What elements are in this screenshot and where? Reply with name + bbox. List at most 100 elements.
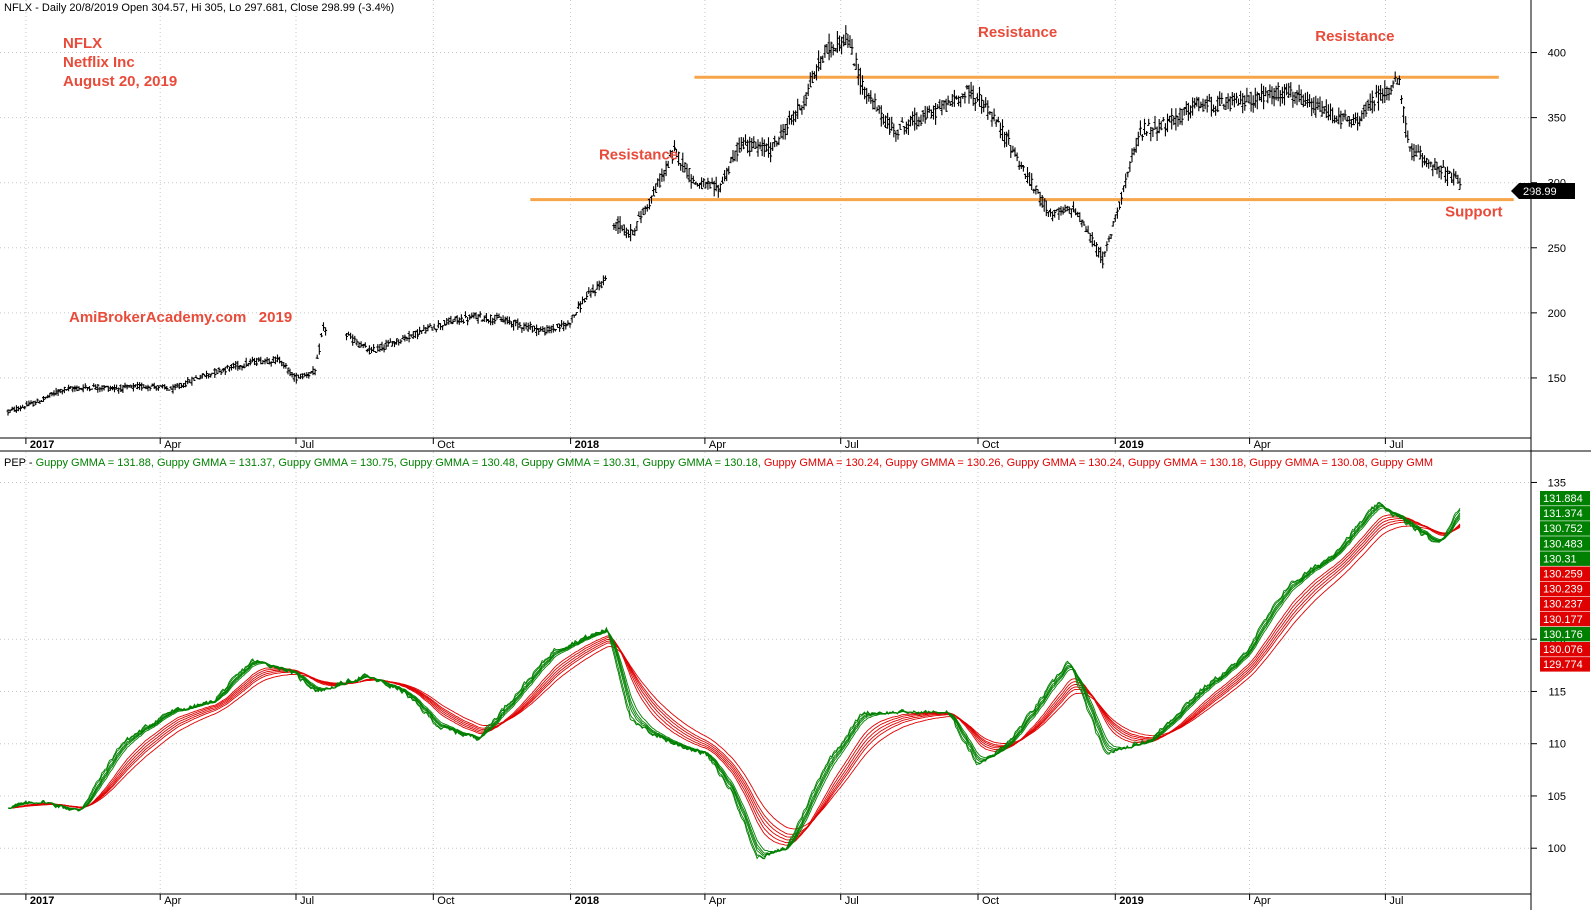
- gmma-value-badge: [1540, 642, 1590, 657]
- top-y-tick-label: 400: [1548, 48, 1566, 60]
- annotation-resistance: Resistance: [599, 146, 678, 163]
- gmma-value-badge: [1540, 611, 1590, 627]
- gmma-value-badge: [1540, 596, 1590, 612]
- gmma-line: [8, 521, 1461, 835]
- last-price-badge: 298.99: [1511, 183, 1575, 199]
- gmma-header-item: Guppy GMMA = 130.18,: [639, 457, 760, 469]
- bottom-x-tick-label: Apr: [1254, 895, 1271, 907]
- bottom-y-tick-label: 135: [1548, 477, 1566, 489]
- annotation-support: Support: [1445, 204, 1503, 221]
- top-y-tick-label: 200: [1548, 308, 1566, 320]
- bottom-y-tick-label: 115: [1548, 686, 1566, 698]
- price-bars: [6, 25, 1462, 416]
- bottom-header-prefix: PEP -: [4, 457, 36, 469]
- annotation-resistance: Resistance: [1315, 28, 1394, 45]
- bottom-y-tick-label: 105: [1548, 791, 1566, 803]
- gmma-value-label: 130.239: [1543, 584, 1583, 596]
- bottom-x-tick-label: Oct: [437, 895, 454, 907]
- gmma-line: [7, 507, 1461, 853]
- top-x-tick-label: Apr: [709, 439, 726, 451]
- gmma-value-label: 130.076: [1543, 644, 1583, 656]
- gmma-header-item: Guppy GMMA = 131.88,: [36, 457, 154, 469]
- gmma-header-item: Guppy GMMA = 130.18,: [1125, 457, 1246, 469]
- gmma-value-label: 130.483: [1543, 538, 1583, 550]
- gmma-header-item: Guppy GMM: [1368, 457, 1433, 469]
- gmma-value-badge: [1540, 551, 1590, 566]
- bottom-x-axis: 2017 Apr Jul Oct 2018 Apr Jul Oct 2019 Apr Jul: [25, 894, 1403, 907]
- gmma-value-badge: [1540, 657, 1590, 672]
- top-x-tick-label: Jul: [845, 439, 859, 451]
- gmma-line: [8, 519, 1461, 838]
- top-pane: 400350300250200150 2017AprJulOct2018AprJ…: [0, 0, 1575, 451]
- gmma-value-badge: [1540, 491, 1590, 506]
- bottom-x-tick-label: Jul: [300, 895, 314, 907]
- top-x-tick-label: Oct: [982, 439, 999, 451]
- bottom-y-tick-label: 110: [1548, 739, 1566, 751]
- gmma-header-item: Guppy GMMA = 130.24,: [761, 457, 882, 469]
- bottom-x-tick-label: Jul: [1389, 895, 1403, 907]
- gmma-header-item: Guppy GMMA = 130.24,: [1004, 457, 1125, 469]
- bottom-x-tick-label: Oct: [982, 895, 999, 907]
- gmma-line: [8, 525, 1461, 830]
- top-header: NFLX - Daily 20/8/2019 Open 304.57, Hi 3…: [4, 2, 394, 14]
- gmma-line: [7, 506, 1461, 854]
- gmma-value-badge: [1540, 581, 1590, 597]
- gmma-value-badge: [1540, 566, 1590, 581]
- gmma-value-label: 131.374: [1543, 508, 1583, 520]
- annotation-resistance: Resistance: [978, 24, 1057, 41]
- gmma-value-badge: [1540, 626, 1590, 642]
- ohlc-bars: [6, 25, 1462, 416]
- bottom-x-tick-label: 2019: [1119, 895, 1143, 907]
- top-x-tick-label: Jul: [1389, 439, 1403, 451]
- gmma-value-label: 130.31: [1543, 553, 1577, 565]
- title-date: August 20, 2019: [63, 73, 177, 90]
- bottom-header: PEP - Guppy GMMA = 131.88, Guppy GMMA = …: [4, 457, 1433, 469]
- gmma-value-label: 130.176: [1543, 629, 1583, 641]
- gmma-value-label: 131.884: [1543, 493, 1583, 505]
- top-x-tick-label: 2017: [30, 439, 54, 451]
- gmma-value-label: 130.177: [1543, 614, 1583, 626]
- gmma-lines: [7, 501, 1461, 860]
- bottom-x-tick-label: 2018: [575, 895, 599, 907]
- title-company: Netflix Inc: [63, 54, 135, 71]
- top-x-tick-label: Apr: [164, 439, 181, 451]
- annotations: Resistance Resistance Resistance Support: [599, 24, 1503, 221]
- top-x-axis: 2017 Apr Jul Oct 2018 Apr Jul Oct 2019 Apr Jul: [25, 438, 1403, 451]
- top-x-tick-label: 2018: [575, 439, 599, 451]
- top-x-tick-label: Oct: [437, 439, 454, 451]
- gmma-header-item: Guppy GMMA = 130.08,: [1246, 457, 1367, 469]
- gmma-line: [8, 518, 1461, 841]
- gmma-header-item: Guppy GMMA = 130.31,: [518, 457, 639, 469]
- gmma-value-badge: [1540, 536, 1590, 551]
- bottom-x-tick-label: Apr: [164, 895, 181, 907]
- top-y-tick-label: 250: [1548, 243, 1566, 255]
- gmma-line: [8, 516, 1461, 844]
- gmma-value-badge: [1540, 506, 1590, 521]
- support-resistance-lines: [530, 75, 1514, 202]
- bottom-x-tick-label: 2017: [30, 895, 54, 907]
- last-price-label: 298.99: [1523, 186, 1557, 198]
- top-x-tick-label: Jul: [300, 439, 314, 451]
- bottom-y-tick-label: 100: [1548, 843, 1566, 855]
- gmma-line: [8, 514, 1461, 846]
- gmma-header-item: Guppy GMMA = 130.26,: [882, 457, 1003, 469]
- gmma-value-label: 130.752: [1543, 523, 1583, 535]
- bottom-pane: 135120115110105100 2017AprJulOct2018AprJ…: [0, 452, 1590, 907]
- title-ticker: NFLX: [63, 35, 102, 52]
- gmma-value-labels: 131.884 131.374 130.752 130.483 130.31 130.25…: [1540, 491, 1590, 672]
- top-x-tick-label: 2019: [1119, 439, 1143, 451]
- top-x-tick-label: Apr: [1254, 439, 1271, 451]
- bottom-x-tick-label: Jul: [845, 895, 859, 907]
- top-y-tick-label: 150: [1548, 373, 1566, 385]
- gmma-line: [7, 504, 1461, 858]
- top-y-tick-label: 350: [1548, 113, 1566, 125]
- chart-title: NFLX Netflix Inc August 20, 2019: [63, 35, 177, 90]
- gmma-line: [7, 501, 1461, 860]
- gmma-header-item: Guppy GMMA = 130.48,: [397, 457, 518, 469]
- bottom-x-tick-label: Apr: [709, 895, 726, 907]
- gmma-header-item: Guppy GMMA = 130.75,: [275, 457, 396, 469]
- gmma-value-badge: [1540, 521, 1590, 536]
- gmma-line: [7, 505, 1461, 856]
